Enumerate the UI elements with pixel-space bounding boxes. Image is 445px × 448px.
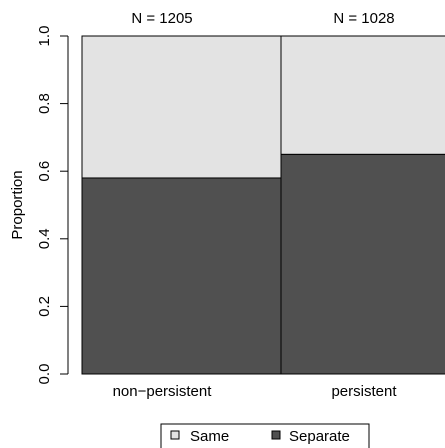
legend-box	[160, 423, 370, 448]
y-tick-label: 0.8	[36, 93, 53, 114]
bar-persistent-same	[280, 35, 445, 155]
y-tick-label: 0.0	[36, 364, 53, 385]
bar-persistent-separate	[280, 153, 445, 375]
legend-label-same: Same	[190, 428, 229, 445]
bar-titles: N = 1205 N = 1028	[131, 10, 394, 27]
y-tick-label: 1.0	[36, 26, 53, 47]
bar-title-persistent: N = 1028	[333, 10, 394, 27]
bar-title-non-persistent: N = 1205	[131, 10, 192, 27]
y-axis-label: Proportion	[9, 170, 26, 239]
legend: Same Separate	[160, 423, 370, 448]
bars	[81, 35, 445, 375]
y-tick-label: 0.4	[36, 228, 53, 249]
category-label-persistent: persistent	[331, 383, 397, 400]
category-labels: non−persistent persistent	[113, 383, 398, 400]
bar-non-persistent-same	[81, 35, 283, 179]
legend-swatch-same	[170, 430, 180, 440]
y-tick-label: 0.6	[36, 161, 53, 182]
bar-non-persistent-separate	[81, 177, 283, 375]
category-label-non-persistent: non−persistent	[113, 383, 213, 400]
legend-label-separate: Separate	[289, 428, 350, 445]
y-ticks: 0.0 0.2 0.4 0.6 0.8 1.0	[36, 26, 68, 385]
legend-swatch-separate	[271, 430, 281, 440]
y-axis: 0.0 0.2 0.4 0.6 0.8 1.0 Proportion	[9, 26, 69, 385]
y-tick-label: 0.2	[36, 296, 53, 317]
